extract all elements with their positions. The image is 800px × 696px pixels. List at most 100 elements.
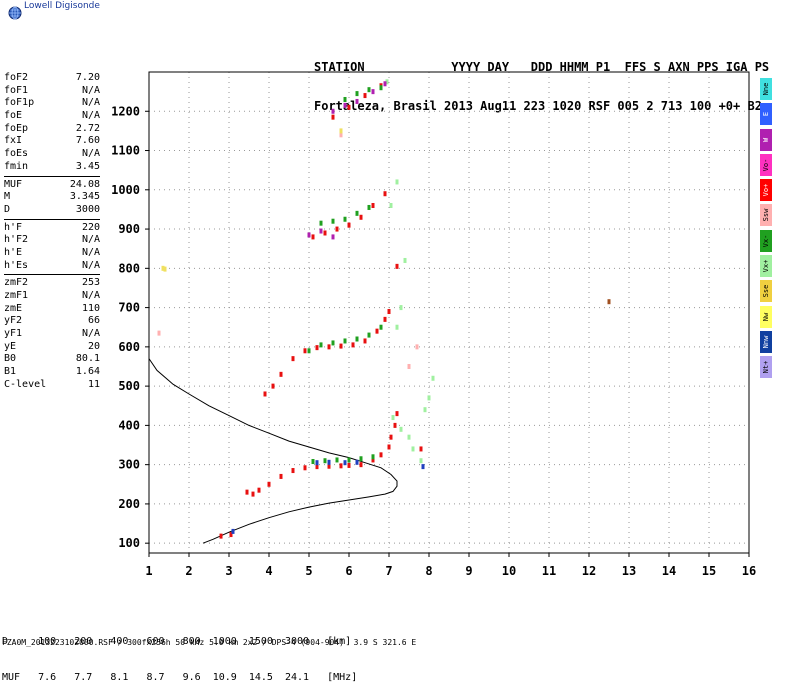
muf-row-frequency: MUF 7.6 7.7 8.1 8.7 9.6 10.9 14.5 24.1 [… [2,672,358,683]
param-row: zmE 110 [4,303,100,316]
param-name: yE [4,340,17,352]
legend-swatch: Nne [760,78,772,100]
echo-point [343,96,347,102]
param-row: h'F 220 [4,222,100,235]
echo-point [379,452,383,458]
x-tick-label: 4 [265,564,272,578]
x-tick-label: 15 [702,564,716,578]
echo-point [291,468,295,474]
x-tick-label: 2 [185,564,192,578]
echo-point [339,128,343,134]
param-name: fxI [4,135,23,147]
echo-point [219,533,223,539]
param-row: M 3.345 [4,191,100,204]
echo-point [359,462,363,468]
echo-point [399,426,403,432]
parameter-panel: foF2 7.20 foF1 N/A foF1p N/A foE N/A foEp 2.72 fxI… [4,72,100,392]
legend-swatch: Vx- [760,229,772,252]
param-value: 1.64 [75,366,100,378]
param-name: B0 [4,353,17,365]
echo-point [379,85,383,91]
echo-point [423,407,427,413]
echo-point [355,91,359,97]
param-name: foF2 [4,72,29,83]
param-row: D 3000 [4,204,100,217]
param-value: 110 [81,302,100,314]
echo-point [347,222,351,228]
echo-point [355,98,359,104]
param-name: h'F2 [4,234,29,246]
legend-swatch: Vo+ [760,179,772,202]
param-value: N/A [81,259,100,271]
echo-point [339,463,343,469]
param-row: foF2 7.20 [4,72,100,85]
echo-point [387,309,391,315]
x-tick-label: 14 [662,564,676,578]
y-tick-label: 500 [118,379,140,393]
param-value: 11 [87,378,100,390]
echo-point [343,460,347,466]
param-name: yF1 [4,328,23,340]
echo-point [367,87,371,93]
plot-frame [148,71,750,554]
param-row: foE N/A [4,110,100,123]
echo-point [307,348,311,354]
param-value: N/A [81,246,100,258]
echo-point [395,411,399,417]
echo-point [427,395,431,401]
echo-point [323,230,327,236]
legend-label: Vo+ [762,183,770,197]
y-tick-label: 900 [118,222,140,236]
echo-point [271,383,275,389]
polarization-legend: Nne E W Vo- Vo+ Ssw Vx- Vx+ Sse Nw Nnw Nt+ [760,78,772,382]
echo-point [607,299,611,305]
legend-swatch: Vx+ [760,255,772,278]
electron-density-profile-line [148,358,398,544]
echo-point [421,464,425,470]
param-value: 24.08 [69,178,100,190]
x-tick-label: 5 [305,564,312,578]
param-name: h'F [4,221,23,233]
echo-point [395,324,399,330]
param-name: B1 [4,366,17,378]
param-divider [4,218,100,220]
param-row: foF1p N/A [4,97,100,110]
param-value: 66 [87,315,100,327]
echo-point [355,336,359,342]
param-divider [4,175,100,177]
echo-point [407,434,411,440]
echo-point [339,132,343,138]
param-name: foF1p [4,97,35,109]
echo-point [303,348,307,354]
x-tick-label: 10 [502,564,516,578]
logo-text: Lowell Digisonde [24,1,100,11]
echo-point [351,342,355,348]
echo-point [383,191,387,197]
echo-point [279,371,283,377]
x-tick-label: 12 [582,564,596,578]
echo-point [291,356,295,362]
param-row: zmF2 253 [4,277,100,290]
param-value: 20 [87,340,100,352]
echo-point [379,324,383,330]
param-name: foEp [4,122,29,134]
echo-point [387,444,391,450]
param-value: 7.60 [75,135,100,147]
param-row: foEp 2.72 [4,123,100,136]
echo-point [371,454,375,460]
param-value: 3000 [75,203,100,215]
param-row: foEs N/A [4,148,100,161]
echo-point [355,210,359,216]
y-tick-label: 700 [118,301,140,315]
echo-point [327,344,331,350]
param-row: B0 80.1 [4,353,100,366]
echo-point [385,79,389,85]
legend-label: Nnw [762,335,770,349]
param-name: MUF [4,178,23,190]
x-tick-label: 9 [465,564,472,578]
echo-point [419,446,423,452]
legend-swatch: E [760,103,772,126]
legend-swatch: Vo- [760,153,772,176]
echo-point [363,338,367,344]
echo-point [431,375,435,381]
